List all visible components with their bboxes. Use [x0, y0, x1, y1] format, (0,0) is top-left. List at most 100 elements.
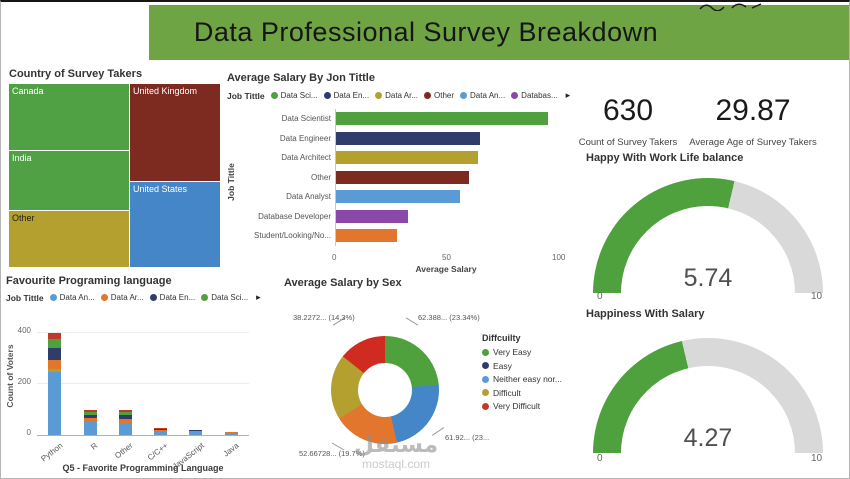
bar-track — [335, 148, 571, 168]
bar[interactable] — [336, 112, 548, 126]
treemap-block-label: Canada — [12, 86, 44, 96]
stacked-bar-r[interactable] — [83, 410, 97, 435]
difficulty-legend: Diffcuilty Very Easy Easy Neither easy nor.… — [482, 333, 562, 415]
legend-item[interactable]: Data En... — [149, 293, 195, 302]
legend-item[interactable]: Data An... — [460, 91, 505, 100]
legend-item-label: Very Difficult — [493, 401, 541, 411]
bar-category-label: Database Developer — [258, 211, 331, 221]
country-treemap: Canada United Kingdom India United States Ot… — [9, 84, 220, 267]
donut-slice-label: 38.2272... (14.3%) — [293, 313, 355, 322]
bar-row: Data Scientist — [241, 109, 571, 129]
legend-item-label: Easy — [493, 360, 512, 371]
stacked-bar-other[interactable] — [118, 410, 132, 435]
gauge-worklife[interactable]: 5.74 — [593, 178, 823, 293]
legend-item[interactable]: Easy — [482, 361, 562, 371]
bar-category-label: Student/Looking/No... — [254, 231, 331, 241]
salary-by-title-chart-title: Average Salary By Jon Tittle — [227, 72, 375, 84]
stacked-bar-java[interactable] — [224, 431, 238, 435]
stack-segment — [118, 410, 132, 413]
legend-item-label: Data An... — [470, 91, 506, 100]
bar[interactable] — [336, 151, 478, 165]
treemap-block-label: India — [12, 153, 32, 163]
legend-color-dot — [424, 92, 432, 99]
gauge-value: 5.74 — [683, 264, 733, 292]
bar[interactable] — [336, 229, 397, 243]
treemap-block-united-kingdom[interactable]: United Kingdom — [130, 84, 220, 181]
treemap-block-canada[interactable]: Canada — [9, 84, 129, 150]
x-axis-tick: 0 — [332, 253, 337, 262]
salary-by-title-legend: Job Tittle Data Sci... Data En... Data Ar..… — [227, 90, 570, 101]
legend-item[interactable]: Data Sci... — [270, 91, 318, 100]
treemap-block-united-states[interactable]: United States — [130, 182, 220, 267]
legend-item-label: Neither easy nor... — [493, 374, 562, 384]
gauge-salary[interactable]: 4.27 — [593, 338, 823, 453]
bar-row: Data Analyst — [241, 187, 571, 207]
bar[interactable] — [336, 190, 460, 204]
callout-line — [431, 427, 445, 436]
treemap-block-other[interactable]: Other — [9, 211, 129, 267]
treemap-block-india[interactable]: India — [9, 151, 129, 210]
stack-segment — [48, 368, 62, 373]
legend-item[interactable]: Other — [424, 91, 454, 100]
stacked-bar-javascript[interactable] — [189, 430, 203, 435]
gauge-worklife-title: Happy With Work Life balance — [586, 152, 744, 164]
legend-item-label: Data Sci... — [211, 293, 249, 302]
bar[interactable] — [336, 209, 408, 223]
bar-row: Student/Looking/No... — [241, 226, 571, 246]
legend-title: Job Tittle — [227, 90, 265, 101]
y-axis-tick: 0 — [26, 428, 31, 437]
legend-color-dot — [323, 92, 331, 99]
stack-segment — [189, 430, 203, 432]
bar-track — [335, 128, 571, 148]
treemap-block-label: Other — [12, 213, 35, 223]
salary-by-sex-chart-title: Average Salary by Sex — [284, 277, 402, 289]
legend-color-dot — [460, 92, 468, 99]
legend-item[interactable]: Very Difficult — [482, 401, 562, 411]
x-category-label: C/C++ — [146, 441, 171, 463]
stacked-bar-python[interactable] — [48, 332, 62, 435]
bar-row: Database Developer — [241, 206, 571, 226]
legend-color-dot — [482, 362, 489, 369]
legend-item[interactable]: Data Ar... — [375, 91, 418, 100]
bar[interactable] — [336, 131, 480, 145]
x-category-label: Java — [221, 441, 241, 459]
x-axis-tick: 50 — [442, 253, 451, 262]
legend-color-dot — [201, 294, 209, 301]
kpi-count-label: Count of Survey Takers — [578, 137, 678, 148]
gauge-min-label: 0 — [597, 291, 603, 302]
kpi-count-value: 630 — [602, 94, 654, 127]
bar-track — [335, 226, 571, 246]
cropped-handwriting-mark — [699, 3, 762, 11]
stack-segment — [48, 332, 62, 340]
legend-item[interactable]: Data En... — [323, 91, 369, 100]
legend-item[interactable]: Databas... — [511, 91, 558, 100]
donut-slice-label: 52.66728... (19.7%) — [299, 449, 365, 458]
stack-segment — [189, 431, 203, 435]
stack-segment — [118, 418, 132, 423]
legend-item[interactable]: Data Sci... — [201, 293, 248, 302]
bar[interactable] — [336, 170, 469, 184]
gridline — [37, 332, 249, 333]
legend-color-dot — [511, 92, 519, 99]
stack-segment — [224, 432, 238, 433]
legend-item[interactable]: Very Easy — [482, 347, 562, 357]
bar-track — [335, 206, 571, 226]
legend-color-dot — [100, 294, 108, 301]
prog-lang-chart-title: Favourite Programing language — [6, 275, 172, 287]
x-category-label: Other — [113, 441, 135, 461]
legend-color-dot — [482, 389, 489, 396]
stacked-bar-c-c-[interactable] — [154, 427, 168, 435]
legend-color-dot — [482, 402, 489, 410]
legend-more-icon[interactable]: ▸ — [256, 292, 261, 302]
legend-item[interactable]: Data Ar... — [100, 293, 144, 302]
legend-item[interactable]: Difficult — [482, 388, 562, 398]
legend-more-icon[interactable]: ▸ — [565, 90, 571, 100]
x-category-label: Python — [39, 441, 65, 464]
legend-color-dot — [270, 92, 278, 99]
x-axis-tick: 100 — [552, 253, 566, 262]
legend-item[interactable]: Data An... — [49, 293, 95, 302]
legend-item[interactable]: Neither easy nor... — [482, 374, 562, 384]
bar-category-label: Other — [310, 172, 331, 182]
stack-segment — [83, 414, 97, 419]
y-axis-label: Count of Voters — [5, 344, 15, 408]
